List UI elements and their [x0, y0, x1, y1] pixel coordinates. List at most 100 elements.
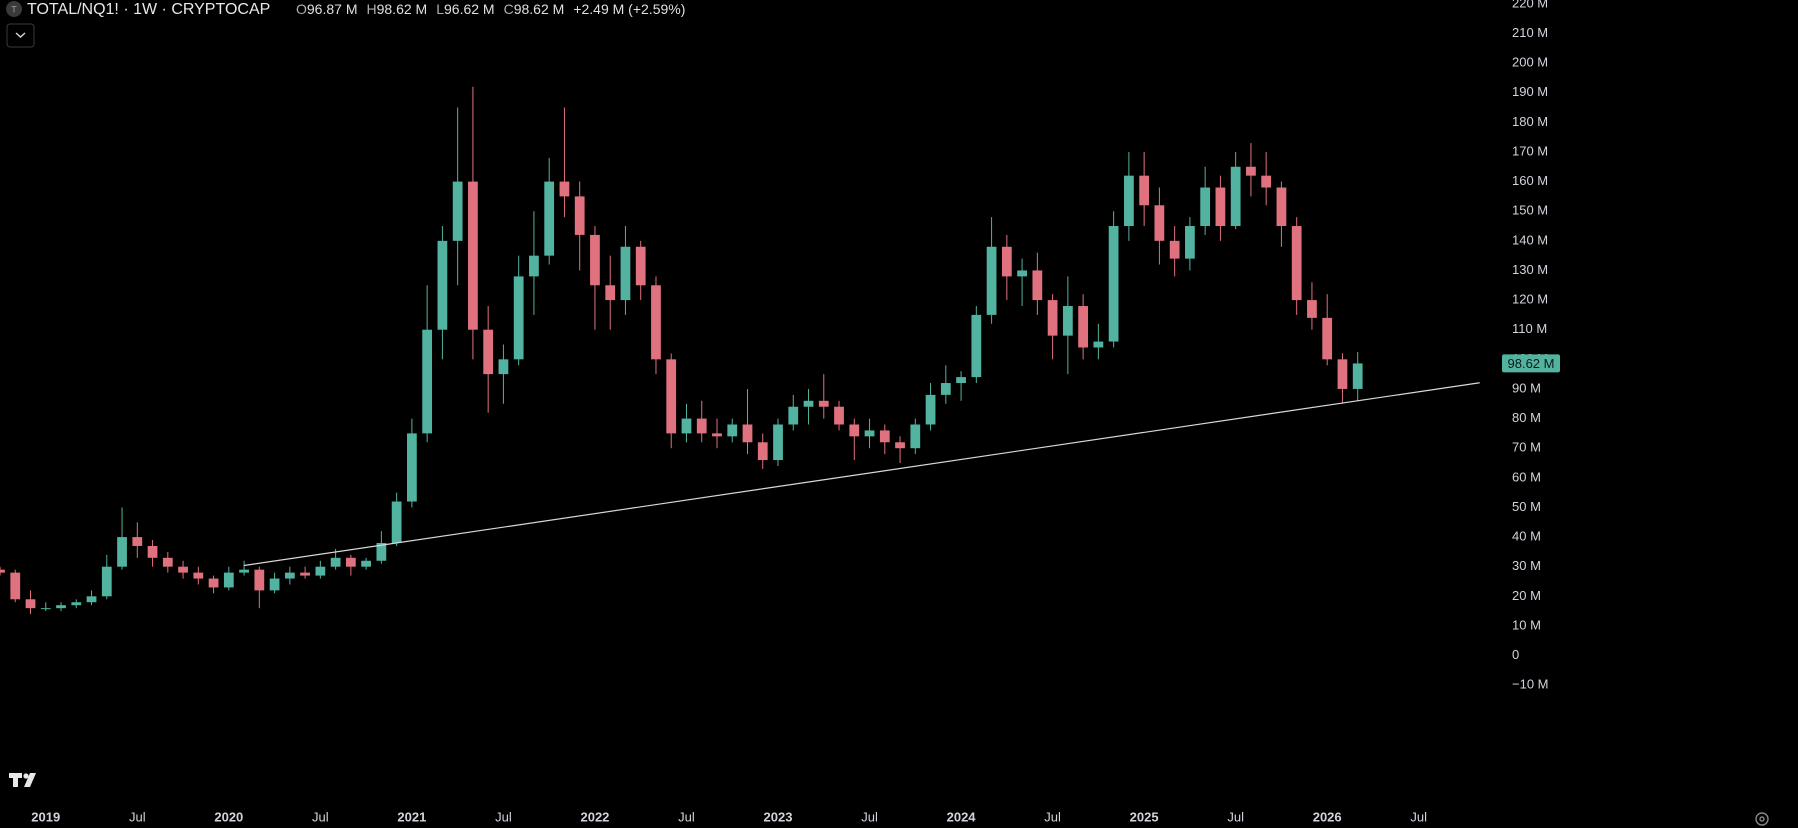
- y-tick-label: 110 M: [1512, 321, 1547, 336]
- candle-body: [422, 329, 433, 434]
- ohlc-value: 98.62 M: [377, 1, 428, 17]
- ohlc-key: H: [366, 1, 376, 17]
- collapse-button[interactable]: [6, 23, 35, 48]
- x-tick-label: Jul: [495, 809, 512, 824]
- y-tick-label: 90 M: [1512, 380, 1541, 395]
- last-price-label: 98.62 M: [1508, 356, 1555, 371]
- candle-body: [208, 578, 219, 588]
- symbol-title[interactable]: TOTAL/NQ1! · 1W · CRYPTOCAP: [27, 1, 270, 18]
- ohlc-value: 96.87 M: [307, 1, 358, 17]
- candle-body: [818, 400, 829, 407]
- y-tick-label: 220 M: [1512, 0, 1548, 10]
- candle-body: [1230, 166, 1241, 227]
- candle-body: [0, 569, 5, 573]
- x-tick-label: Jul: [129, 809, 146, 824]
- candle-body: [162, 557, 173, 567]
- symbol-icon-letter: T: [11, 4, 17, 14]
- y-tick-label: 70 M: [1512, 440, 1541, 455]
- candle-body: [1032, 270, 1043, 301]
- candle-body: [529, 255, 539, 277]
- candle-body: [498, 359, 509, 375]
- y-tick-label: 120 M: [1512, 292, 1548, 307]
- candle-body: [10, 572, 21, 600]
- candle-body: [1337, 359, 1348, 389]
- candle-body: [879, 430, 890, 443]
- y-tick-label: 130 M: [1512, 262, 1548, 277]
- candle-body: [681, 418, 692, 434]
- trendline: [243, 382, 1480, 567]
- candle-body: [1261, 175, 1272, 188]
- candle-body: [559, 181, 570, 197]
- candle-body: [1307, 300, 1317, 318]
- candle-body: [1123, 175, 1134, 227]
- candle-body: [696, 418, 707, 434]
- candle-body: [574, 196, 585, 235]
- candle-body: [437, 240, 448, 330]
- chevron-icon: [15, 32, 26, 39]
- candle-body: [910, 424, 921, 449]
- plot-area: [0, 86, 1480, 615]
- last-price-box: [1502, 354, 1560, 373]
- candle-body: [864, 430, 875, 437]
- ohlc-key: O: [296, 1, 307, 17]
- y-tick-label: 10 M: [1512, 617, 1541, 632]
- y-tick-label: 210 M: [1512, 25, 1548, 40]
- candle-body: [956, 377, 966, 384]
- candle-body: [1276, 187, 1287, 227]
- candle-body: [1062, 306, 1073, 336]
- ohlc-key: C: [504, 1, 514, 17]
- y-tick-label: 190 M: [1512, 84, 1548, 99]
- y-tick-label: 30 M: [1512, 558, 1541, 573]
- candle-body: [757, 442, 768, 461]
- y-tick-label: 0: [1512, 647, 1519, 662]
- ohlc-value: 96.62 M: [444, 1, 495, 17]
- candle-body: [300, 572, 310, 576]
- y-tick-label: 160 M: [1512, 173, 1548, 188]
- y-tick-label: 40 M: [1512, 529, 1541, 544]
- candle-body: [239, 569, 249, 573]
- candle-body: [727, 424, 738, 437]
- candle-body: [895, 442, 905, 449]
- x-tick-label: 2026: [1313, 809, 1342, 824]
- candle-body: [1108, 226, 1119, 342]
- settings-icon[interactable]: [1755, 812, 1769, 826]
- y-tick-label: 50 M: [1512, 499, 1541, 514]
- candle-body: [269, 578, 280, 591]
- candle-body: [1200, 187, 1211, 227]
- candle-body: [849, 424, 860, 437]
- candle-body: [361, 560, 372, 567]
- candle-body: [1352, 363, 1363, 389]
- candle-body: [178, 566, 188, 573]
- candle-body: [1185, 226, 1195, 259]
- candle-body: [147, 545, 158, 558]
- candle-body: [223, 572, 234, 588]
- candle-body: [101, 566, 112, 597]
- candle-body: [620, 246, 631, 301]
- x-tick-label: Jul: [312, 809, 329, 824]
- x-tick-label: Jul: [678, 809, 695, 824]
- candle-body: [330, 557, 341, 567]
- candle-body: [1246, 166, 1256, 176]
- candle-body: [666, 359, 677, 434]
- candle-body: [1154, 205, 1165, 241]
- candle-body: [1169, 240, 1180, 259]
- candle-body: [40, 608, 51, 610]
- x-tick-label: 2023: [764, 809, 793, 824]
- candle-body: [544, 181, 555, 256]
- x-tick-label: Jul: [1227, 809, 1244, 824]
- candle-body: [1215, 187, 1226, 227]
- candle-body: [925, 394, 936, 425]
- candle-body: [483, 329, 494, 375]
- candle-body: [132, 537, 143, 546]
- x-tick-label: Jul: [1044, 809, 1061, 824]
- x-tick-label: Jul: [1410, 809, 1427, 824]
- candle-body: [71, 602, 82, 606]
- candle-body: [971, 314, 982, 378]
- candle-body: [376, 542, 387, 561]
- candle-body: [940, 383, 951, 395]
- y-tick-label: 80 M: [1512, 410, 1541, 425]
- candle-body: [1291, 226, 1302, 301]
- x-tick-label: 2020: [214, 809, 243, 824]
